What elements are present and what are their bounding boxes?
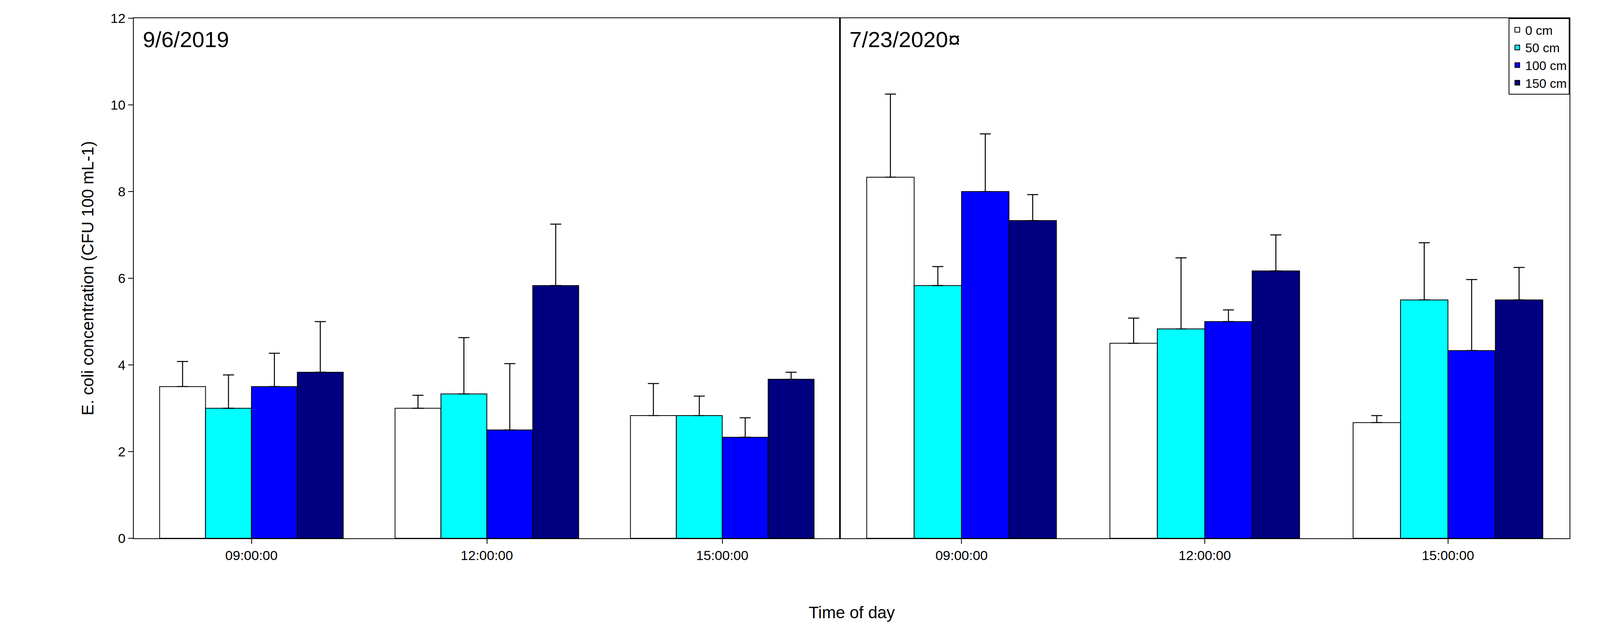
svg-text:100 cm: 100 cm (1525, 58, 1567, 73)
svg-text:4: 4 (117, 357, 126, 373)
svg-text:9/6/2019: 9/6/2019 (142, 26, 230, 52)
svg-text:7/23/2020¤: 7/23/2020¤ (849, 26, 961, 52)
svg-text:2: 2 (117, 443, 126, 459)
svg-text:150 cm: 150 cm (1525, 76, 1567, 91)
svg-text:15:00:00: 15:00:00 (695, 547, 749, 563)
svg-text:Time of day: Time of day (808, 602, 895, 622)
svg-text:12:00:00: 12:00:00 (1178, 547, 1231, 563)
svg-text:8: 8 (117, 183, 126, 200)
svg-text:09:00:00: 09:00:00 (225, 547, 278, 563)
svg-text:10: 10 (110, 97, 126, 113)
svg-text:12: 12 (110, 10, 126, 26)
svg-text:6: 6 (117, 270, 126, 286)
svg-text:50 cm: 50 cm (1525, 40, 1560, 55)
svg-text:15:00:00: 15:00:00 (1421, 547, 1474, 563)
svg-text:0: 0 (117, 530, 126, 546)
svg-text:E. coli concentration (CFU 100: E. coli concentration (CFU 100 mL-1) (78, 140, 97, 416)
svg-text:0 cm: 0 cm (1525, 23, 1553, 38)
svg-text:12:00:00: 12:00:00 (460, 547, 513, 563)
svg-text:09:00:00: 09:00:00 (935, 547, 988, 563)
